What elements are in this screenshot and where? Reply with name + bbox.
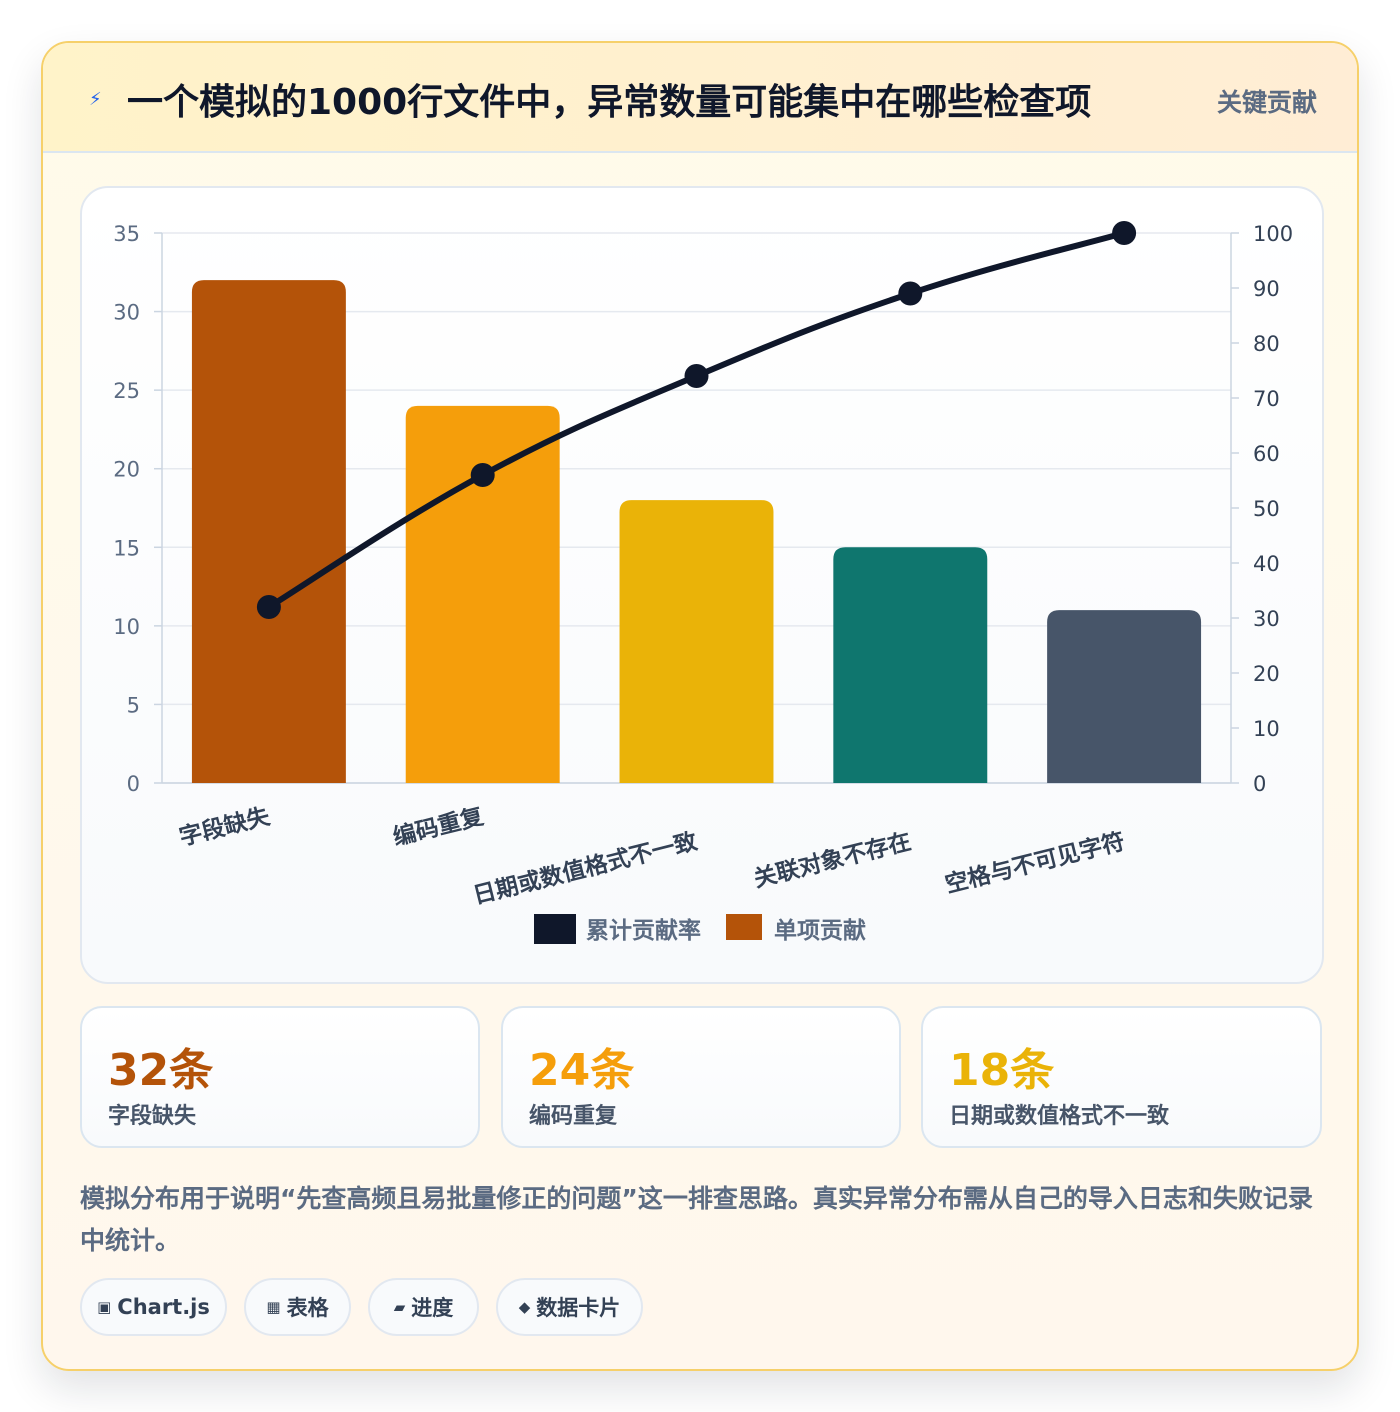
- y-tick-label: 30: [113, 301, 140, 325]
- stat-value: 32条: [108, 1045, 214, 1096]
- header-tag: 关键贡献: [1216, 88, 1317, 117]
- legend-label-bar: 单项贡献: [774, 918, 866, 944]
- stat-value: 24条: [529, 1045, 635, 1096]
- x-tick-label: 编码重复: [390, 802, 487, 851]
- bar-1: [405, 405, 560, 783]
- y-tick-label: 35: [113, 222, 140, 246]
- y2-tick-label: 80: [1253, 332, 1280, 356]
- bar-4: [1047, 610, 1202, 783]
- y2-tick-label: 70: [1253, 387, 1280, 411]
- x-tick-label: 空格与不可见字符: [942, 828, 1127, 899]
- y-tick-label: 25: [113, 379, 140, 403]
- x-tick-label: 日期或数值格式不一致: [470, 827, 701, 909]
- chip-label: Chart.js: [117, 1295, 210, 1319]
- y2-tick-label: 50: [1253, 497, 1280, 521]
- bolt-icon: ⚡: [89, 89, 102, 110]
- chip-table[interactable]: ▦ 表格: [244, 1278, 351, 1336]
- chip-chartjs[interactable]: ▣ Chart.js: [80, 1278, 227, 1336]
- line-point-0: [256, 595, 281, 619]
- bar-3: [833, 547, 988, 783]
- y-tick-label: 15: [113, 536, 140, 560]
- stat-card-format-mismatch: 18条 日期或数值格式不一致: [921, 1006, 1322, 1148]
- y2-tick-label: 100: [1253, 222, 1293, 246]
- chip-label: 进度: [411, 1296, 454, 1320]
- y-tick-label: 0: [127, 772, 140, 796]
- chip-data-card[interactable]: ◆ 数据卡片: [496, 1278, 643, 1336]
- y-tick-label: 5: [127, 693, 140, 717]
- chart-panel: 0 5 10 15 20 25 30 35 0 10 20 30 40 50 60 70 80 90 100 字段缺失…: [80, 186, 1324, 984]
- legend-swatch-bar: [726, 914, 762, 940]
- x-tick-label: 关联对象不存在: [751, 828, 914, 893]
- line-point-1: [470, 463, 495, 487]
- table-icon: ▦: [266, 1298, 281, 1316]
- chip-label: 表格: [286, 1296, 329, 1320]
- line-point-4: [1112, 221, 1137, 245]
- stat-card-missing-field: 32条 字段缺失: [80, 1006, 480, 1148]
- chart-icon: ▣: [97, 1298, 112, 1316]
- card-header: ⚡ 一个模拟的1000行文件中，异常数量可能集中在哪些检查项 关键贡献: [43, 43, 1357, 153]
- stat-label: 日期或数值格式不一致: [949, 1104, 1170, 1129]
- page-title: 一个模拟的1000行文件中，异常数量可能集中在哪些检查项: [127, 82, 1092, 123]
- progress-icon: ▰: [393, 1298, 406, 1316]
- y2-tick-label: 60: [1253, 442, 1280, 466]
- y2-tick-label: 0: [1253, 772, 1266, 796]
- line-point-2: [684, 364, 709, 388]
- y-tick-label: 10: [113, 615, 140, 639]
- stat-value: 18条: [949, 1045, 1055, 1096]
- footnote: 模拟分布用于说明“先查高频且易批量修正的问题”这一排查思路。真实异常分布需从自己…: [80, 1184, 1313, 1255]
- y2-tick-label: 20: [1253, 662, 1280, 686]
- y2-tick-label: 10: [1253, 717, 1280, 741]
- legend-swatch-cumulative: [534, 914, 576, 944]
- chip-label: 数据卡片: [536, 1296, 621, 1320]
- legend-label-cumulative: 累计贡献率: [586, 917, 701, 944]
- chip-progress[interactable]: ▰ 进度: [368, 1278, 479, 1336]
- chart-card: ⚡ 一个模拟的1000行文件中，异常数量可能集中在哪些检查项 关键贡献 0 5 10…: [41, 41, 1359, 1371]
- bar-2: [619, 500, 774, 783]
- x-tick-label: 字段缺失: [177, 802, 274, 851]
- bar-0: [191, 280, 346, 783]
- stat-label: 字段缺失: [108, 1104, 197, 1129]
- y2-tick-label: 40: [1253, 552, 1280, 576]
- y2-tick-label: 30: [1253, 607, 1280, 631]
- data-card-icon: ◆: [518, 1298, 531, 1316]
- stat-card-duplicate-code: 24条 编码重复: [501, 1006, 901, 1148]
- line-point-3: [898, 281, 923, 306]
- y2-tick-label: 90: [1253, 277, 1280, 301]
- y-tick-label: 20: [113, 458, 140, 482]
- pareto-chart: 0 5 10 15 20 25 30 35 0 10 20 30 40 50 60 70 80 90 100 字段缺失…: [113, 221, 1293, 944]
- stat-label: 编码重复: [529, 1104, 618, 1129]
